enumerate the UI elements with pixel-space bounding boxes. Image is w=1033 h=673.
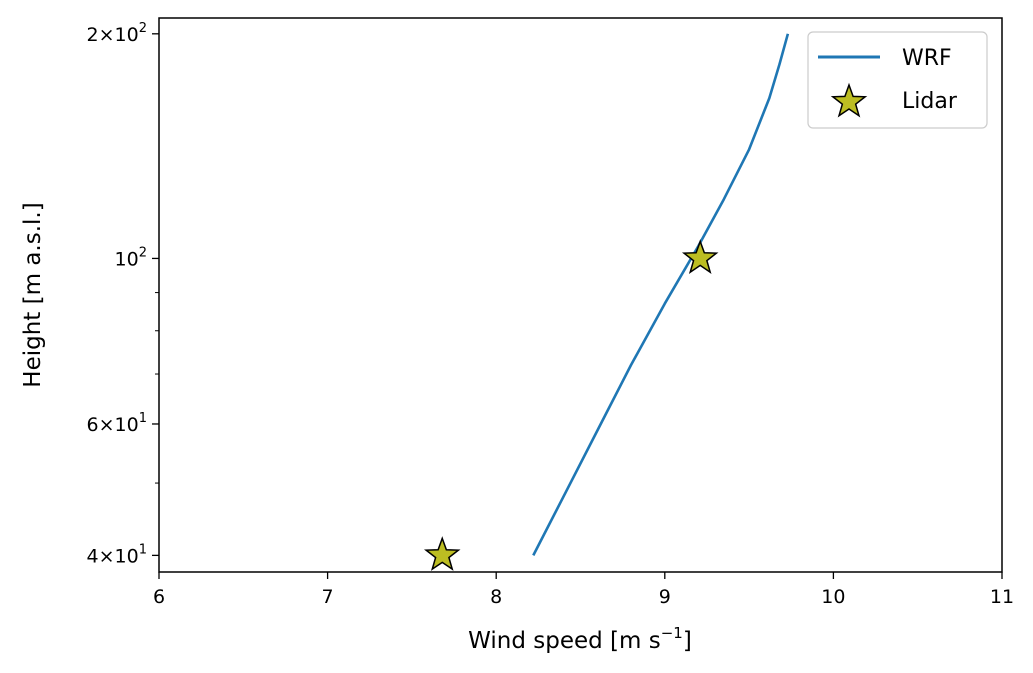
wrf-profile-line (532, 33, 790, 556)
y-axis-label: Height [m a.s.l.] (20, 202, 46, 387)
legend-lidar-star-swatch (830, 82, 868, 118)
lidar-point (423, 536, 461, 571)
x-tick-label: 10 (821, 586, 845, 608)
axes-frame (158, 17, 1003, 573)
x-tick-label: 11 (990, 586, 1014, 608)
plot-area (423, 33, 790, 571)
y-tick-label: 2×102 (87, 21, 147, 46)
y-axis-ticks: 4×101 6×101 102 2×102 (87, 21, 159, 567)
x-axis-label: Wind speed [m s−1] (468, 624, 692, 654)
x-axis-label-exponent: −1 (661, 624, 683, 642)
x-tick-label: 9 (659, 586, 671, 608)
legend-box (807, 31, 988, 129)
lidar-point (681, 239, 719, 274)
x-tick-label: 6 (153, 586, 165, 608)
y-tick-label: 4×101 (87, 542, 147, 567)
y-tick-label: 6×101 (87, 411, 147, 436)
y-tick-label: 102 (115, 245, 147, 270)
x-tick-label: 8 (490, 586, 502, 608)
x-axis-ticks: 6 7 8 9 10 11 (153, 572, 1014, 608)
legend-lidar-label: Lidar (902, 89, 958, 114)
legend: WRF Lidar (807, 31, 988, 129)
legend-wrf-label: WRF (902, 46, 952, 71)
x-tick-label: 7 (322, 586, 334, 608)
